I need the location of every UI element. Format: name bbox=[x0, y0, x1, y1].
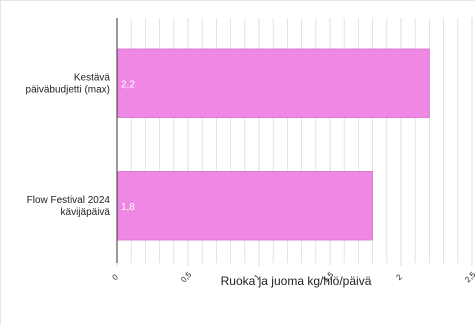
bar bbox=[116, 171, 374, 241]
bar-layer bbox=[116, 48, 430, 241]
bar bbox=[116, 48, 430, 118]
x-tick-label: 2,5 bbox=[463, 270, 475, 285]
x-axis-title: Ruoka ja juoma kg/hlö/päivä bbox=[221, 274, 372, 288]
category-label: Flow Festival 2024 bbox=[27, 195, 111, 206]
category-label: Kestävä bbox=[74, 72, 111, 83]
x-tick-label: 1 bbox=[252, 272, 262, 282]
bar-data-label: 2,2 bbox=[121, 79, 135, 90]
x-tick-label: 0,5 bbox=[179, 270, 194, 285]
x-tick-label: 2 bbox=[394, 272, 404, 282]
x-tick-label: 0 bbox=[110, 272, 120, 282]
axis-layer bbox=[116, 18, 473, 266]
category-label: päiväbudjetti (max) bbox=[26, 84, 110, 95]
category-label: kävijäpäivä bbox=[61, 207, 111, 218]
bar-data-label: 1,8 bbox=[121, 202, 135, 213]
